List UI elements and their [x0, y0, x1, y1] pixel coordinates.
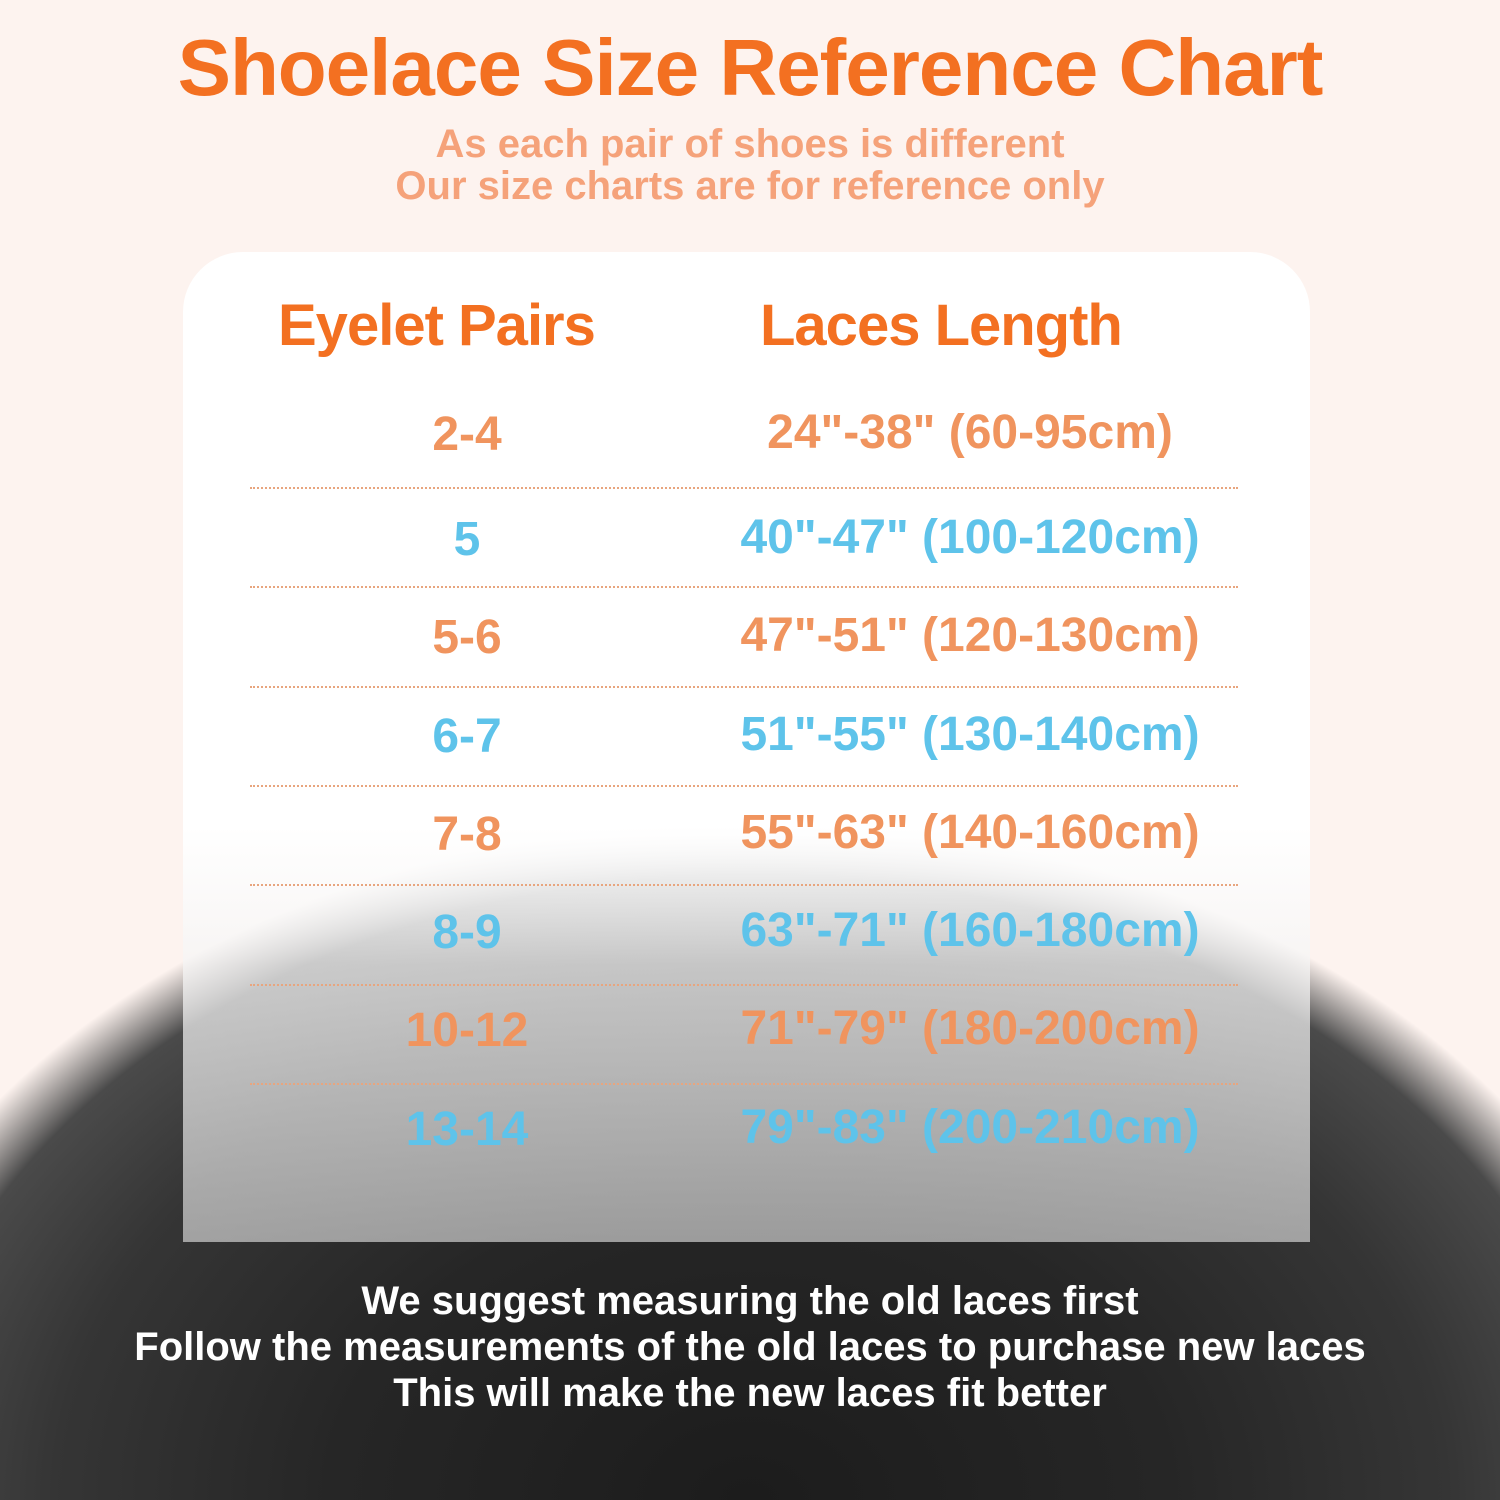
footer-line-2: Follow the measurements of the old laces… [134, 1325, 1366, 1369]
row-laces-length: 55"-63" (140-160cm) [740, 806, 1200, 859]
row-eyelet-pairs: 5 [453, 513, 481, 566]
row-divider [250, 785, 1238, 787]
page-title: Shoelace Size Reference Chart [177, 23, 1324, 112]
row-laces-length: 47"-51" (120-130cm) [740, 609, 1200, 662]
row-laces-length: 71"-79" (180-200cm) [740, 1002, 1200, 1055]
row-laces-length: 24"-38" (60-95cm) [767, 406, 1173, 459]
row-eyelet-pairs: 13-14 [405, 1103, 529, 1156]
row-eyelet-pairs: 6-7 [432, 710, 502, 763]
row-divider [250, 686, 1238, 688]
row-divider [250, 884, 1238, 886]
row-divider [250, 984, 1238, 986]
row-eyelet-pairs: 7-8 [432, 808, 502, 861]
header-eyelet-pairs: Eyelet Pairs [278, 293, 596, 358]
row-divider [250, 487, 1238, 489]
subtitle-line-2: Our size charts are for reference only [395, 164, 1105, 208]
header-laces-length: Laces Length [760, 293, 1123, 358]
footer-line-3: This will make the new laces fit better [393, 1371, 1107, 1415]
row-laces-length: 79"-83" (200-210cm) [740, 1101, 1200, 1154]
row-laces-length: 63"-71" (160-180cm) [740, 904, 1200, 957]
row-divider [250, 1083, 1238, 1085]
row-laces-length: 40"-47" (100-120cm) [740, 511, 1200, 564]
row-eyelet-pairs: 8-9 [432, 906, 502, 959]
footer-line-1: We suggest measuring the old laces first [361, 1279, 1139, 1323]
row-eyelet-pairs: 2-4 [432, 408, 502, 461]
row-eyelet-pairs: 10-12 [405, 1004, 529, 1057]
size-table-card [183, 252, 1310, 1242]
row-eyelet-pairs: 5-6 [432, 611, 502, 664]
subtitle-line-1: As each pair of shoes is different [435, 122, 1065, 166]
row-divider [250, 586, 1238, 588]
row-laces-length: 51"-55" (130-140cm) [740, 708, 1200, 761]
